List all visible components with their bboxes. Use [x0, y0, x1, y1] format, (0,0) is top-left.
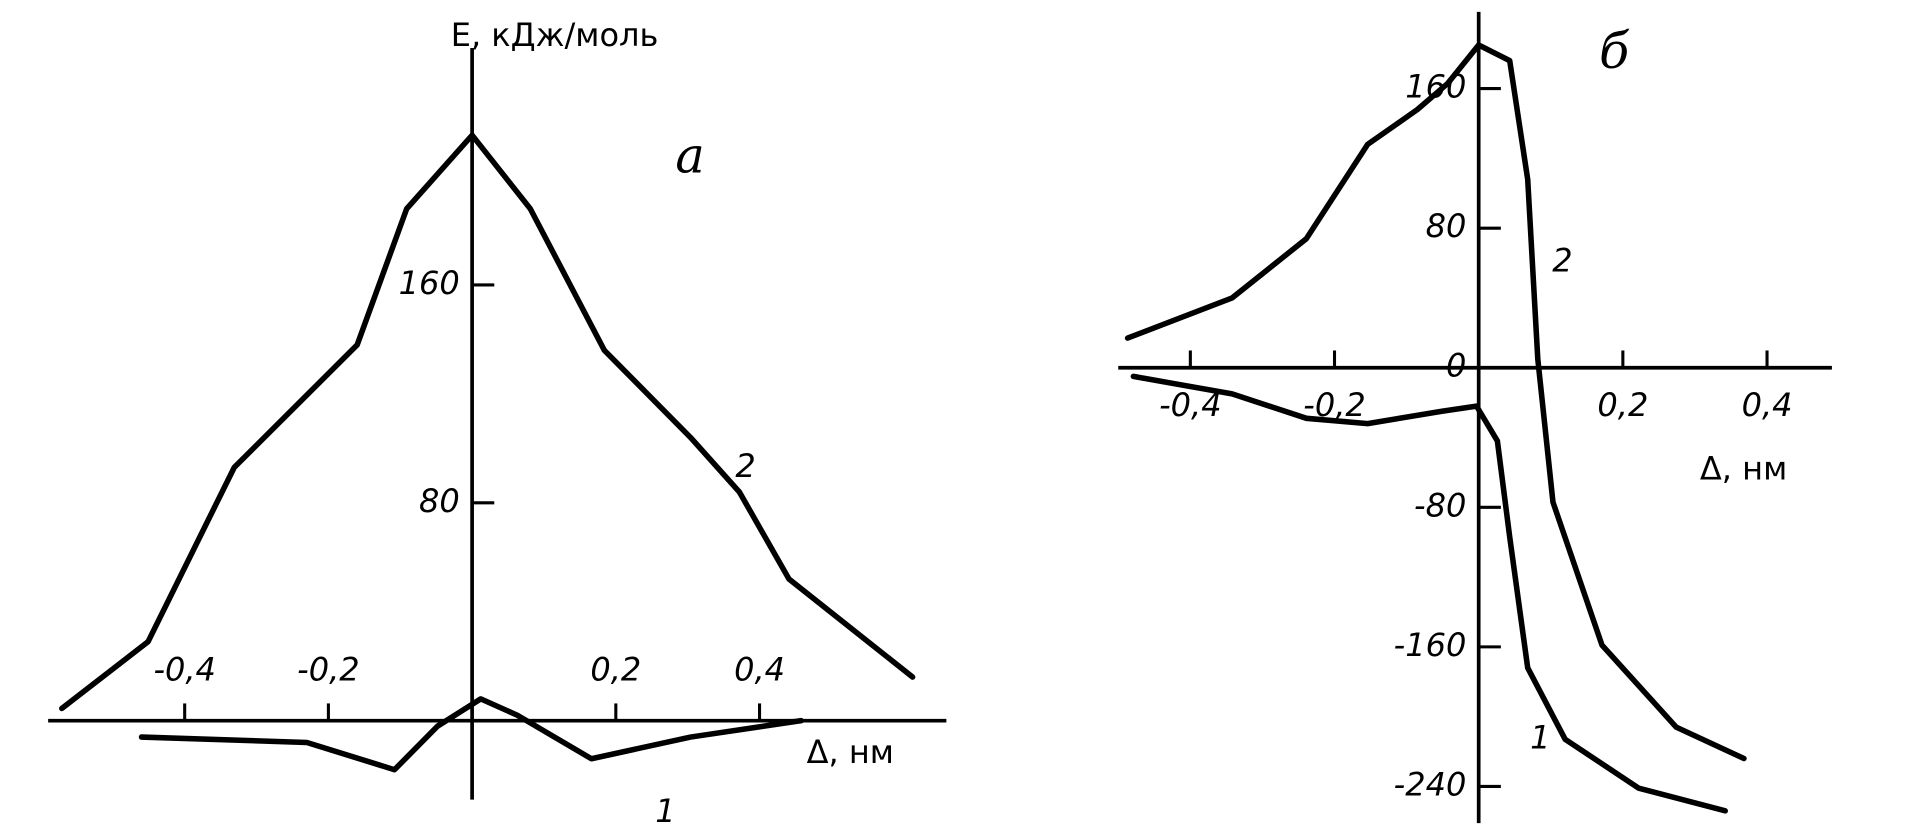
y-tick-label: -240 [1394, 765, 1467, 803]
y-tick-label: -80 [1414, 486, 1466, 524]
y-tick-label: 80 [1426, 207, 1467, 245]
curve-label: 2 [735, 447, 755, 485]
y-axis-label: E, кДж/моль [451, 16, 659, 54]
y-tick-label: -160 [1394, 626, 1467, 664]
curve [138, 696, 805, 773]
x-tick-label: -0,2 [297, 650, 359, 688]
panel-label: б [1599, 22, 1630, 80]
curve [1124, 42, 1747, 762]
panel-label: а [675, 127, 704, 185]
x-tick-label: 0,4 [1742, 386, 1793, 424]
y-tick-label: 160 [399, 264, 460, 302]
x-axis-label: Δ, нм [1700, 450, 1787, 488]
curve [59, 132, 916, 712]
curve [1130, 373, 1728, 814]
curve-label: 2 [1552, 241, 1572, 279]
x-tick-label: 0,2 [590, 650, 641, 688]
curve-label: 1 [655, 792, 675, 830]
x-tick-label: 0,2 [1597, 386, 1648, 424]
y-tick-label: 0 [1446, 347, 1466, 385]
x-tick-label: 0,4 [734, 650, 785, 688]
x-axis-label: Δ, нм [807, 733, 894, 771]
curve-label: 1 [1530, 718, 1550, 756]
y-tick-label: 80 [419, 482, 460, 520]
x-tick-label: -0,4 [153, 650, 215, 688]
